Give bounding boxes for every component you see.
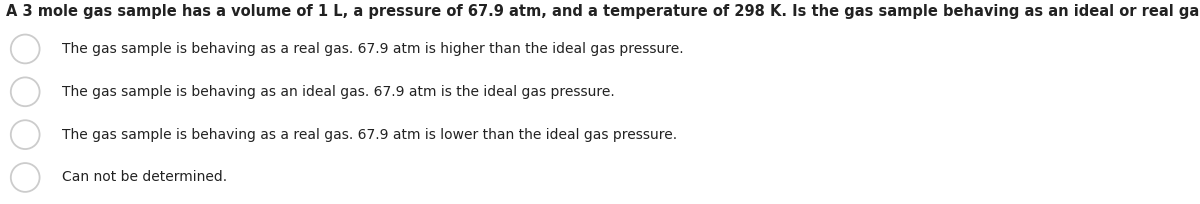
Text: A 3 mole gas sample has a volume of 1 L, a pressure of 67.9 atm, and a temperatu: A 3 mole gas sample has a volume of 1 L,… bbox=[6, 4, 1200, 19]
Text: The gas sample is behaving as a real gas. 67.9 atm is higher than the ideal gas : The gas sample is behaving as a real gas… bbox=[62, 42, 684, 56]
Text: Can not be determined.: Can not be determined. bbox=[62, 171, 228, 184]
Text: The gas sample is behaving as an ideal gas. 67.9 atm is the ideal gas pressure.: The gas sample is behaving as an ideal g… bbox=[62, 85, 616, 99]
Text: The gas sample is behaving as a real gas. 67.9 atm is lower than the ideal gas p: The gas sample is behaving as a real gas… bbox=[62, 128, 678, 142]
